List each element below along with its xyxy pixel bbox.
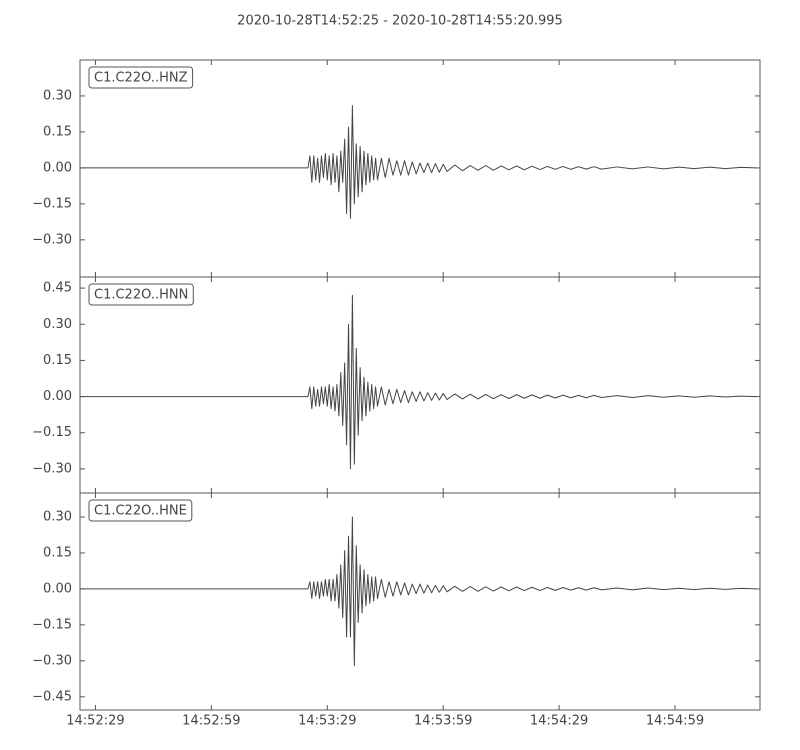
y-tick-label: −0.30 — [32, 653, 72, 668]
x-tick-label: 14:52:29 — [66, 714, 124, 729]
x-tick-label: 14:54:29 — [530, 714, 588, 729]
panel-frame — [79, 492, 761, 711]
x-tick-label: 14:53:59 — [414, 714, 472, 729]
figure-title: 2020-10-28T14:52:25 - 2020-10-28T14:55:2… — [237, 14, 563, 29]
y-tick-label: −0.45 — [32, 689, 72, 704]
y-tick-label: 0.30 — [43, 509, 72, 524]
trace-label-box — [88, 499, 193, 522]
y-tick-label: 0.15 — [43, 545, 72, 560]
trace-label-box — [88, 283, 194, 306]
y-tick-label: 0.00 — [43, 160, 72, 175]
y-tick-label: 0.15 — [43, 353, 72, 368]
trace-label-box — [88, 66, 194, 89]
y-tick-label: −0.15 — [32, 196, 72, 211]
y-tick-label: 0.45 — [43, 281, 72, 296]
y-tick-label: 0.30 — [43, 317, 72, 332]
trace-label: C1.C22O..HNE — [94, 504, 187, 519]
y-tick-label: −0.15 — [32, 425, 72, 440]
waveform — [80, 516, 757, 667]
panel-frame — [79, 276, 761, 494]
waveform — [80, 294, 757, 470]
y-tick-label: 0.00 — [43, 389, 72, 404]
y-tick-label: 0.00 — [43, 581, 72, 596]
y-tick-label: 0.15 — [43, 124, 72, 139]
y-tick-label: −0.30 — [32, 461, 72, 476]
y-tick-label: 0.30 — [43, 88, 72, 103]
x-tick-label: 14:53:29 — [298, 714, 356, 729]
y-tick-label: −0.15 — [32, 617, 72, 632]
trace-label: C1.C22O..HNN — [94, 288, 188, 303]
x-tick-label: 14:54:59 — [646, 714, 704, 729]
x-tick-label: 14:52:59 — [182, 714, 240, 729]
waveform — [80, 105, 757, 219]
y-tick-label: −0.30 — [32, 232, 72, 247]
trace-label: C1.C22O..HNZ — [94, 71, 188, 86]
